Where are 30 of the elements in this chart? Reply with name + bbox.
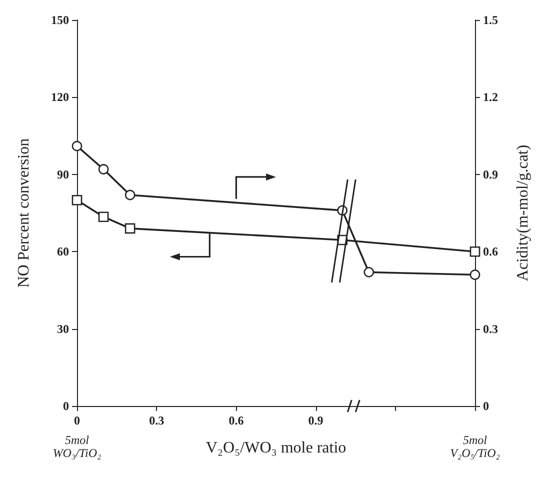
y2-axis-title: Acidity(m-mol/g.cat)	[514, 144, 532, 282]
point	[72, 194, 82, 206]
y2-tick-label: 0.6	[483, 244, 498, 259]
text: 5mol V₂O₅/TiO₂	[450, 433, 500, 460]
point	[98, 212, 109, 222]
point	[72, 140, 82, 152]
y-tick-label: 90	[57, 167, 69, 182]
y2-tick-label: 0.3	[483, 322, 498, 336]
y-tick-label: 120	[51, 90, 69, 104]
y2-tick-label: 0	[483, 399, 489, 413]
text: 5mol WO₃/TiO₂	[52, 433, 102, 460]
point	[98, 164, 109, 174]
point	[364, 267, 374, 278]
point	[124, 223, 136, 234]
point	[470, 270, 480, 280]
x-tick-label: 0	[74, 414, 80, 428]
y-tick-label: 0	[63, 399, 69, 413]
y2-tick-label: 1.2	[483, 90, 498, 104]
y2-tick-label: 1.5	[483, 13, 498, 27]
x-tick-label: 0.9	[308, 414, 324, 428]
point	[470, 246, 480, 257]
y-axis-title: NO Percent conversion	[16, 138, 32, 288]
y-tick-label: 150	[51, 13, 69, 27]
point	[124, 190, 136, 200]
x-axis-title: V₂O₅/WO₃ mole ratio	[206, 440, 346, 456]
y2-tick-label: 0.9	[483, 167, 498, 182]
x-tick-label: 0.6	[228, 414, 244, 428]
x-tick-label: 0.3	[149, 414, 164, 428]
y-tick-label: 30	[57, 322, 69, 336]
y-tick-label: 60	[57, 244, 69, 259]
